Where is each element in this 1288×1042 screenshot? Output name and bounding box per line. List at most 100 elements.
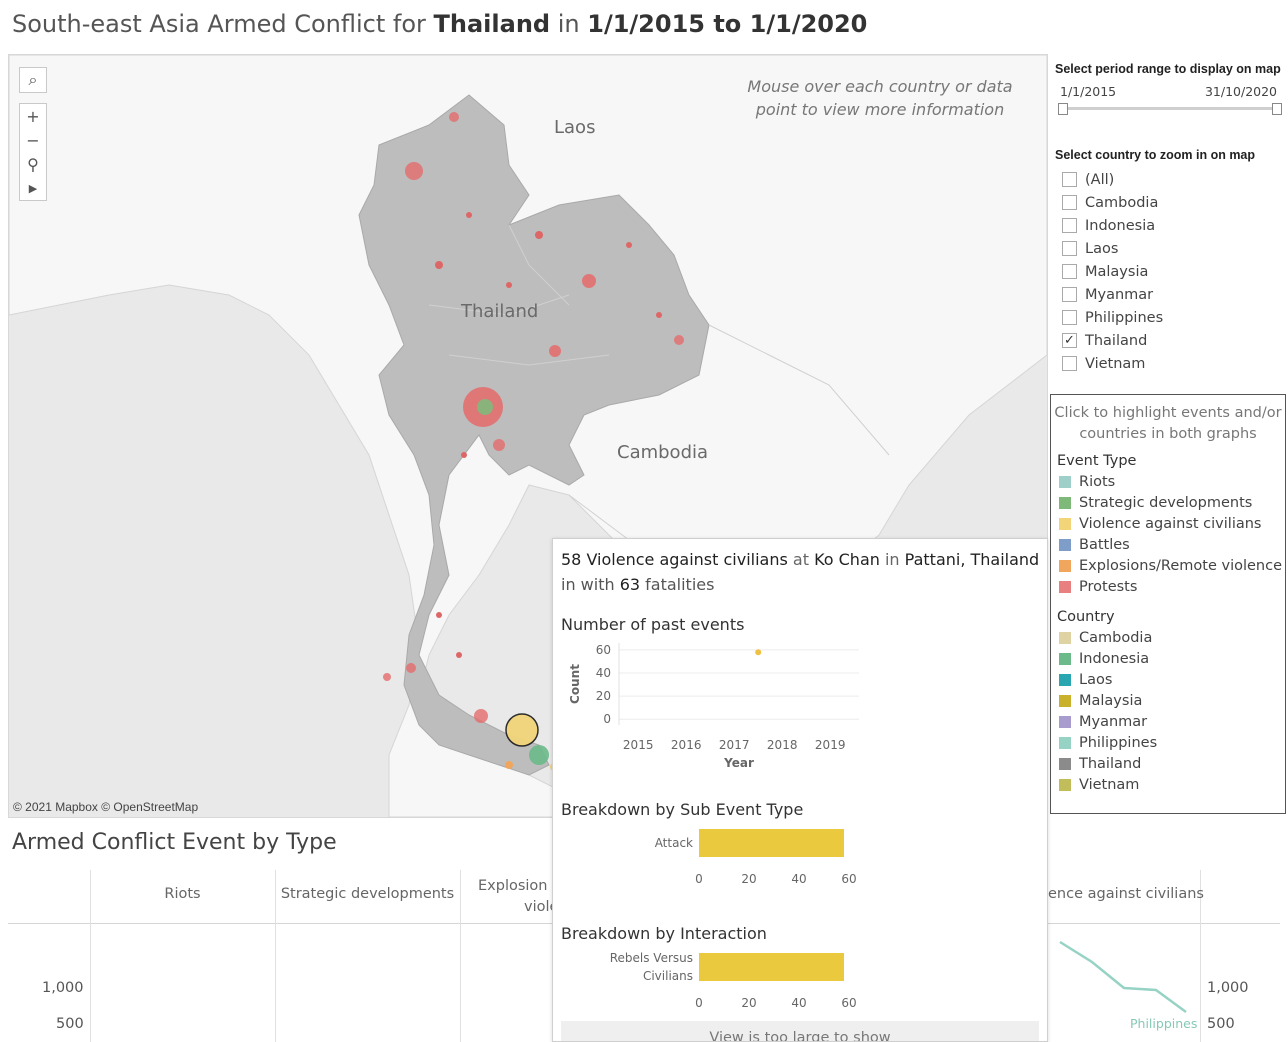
y-tick-label: 0: [603, 712, 611, 726]
x-tick-label: 0: [695, 872, 703, 886]
map-attribution[interactable]: © 2021 Mapbox © OpenStreetMap: [13, 800, 199, 814]
tooltip-location: Ko Chan: [814, 550, 880, 569]
philippines-line-chart[interactable]: [1048, 930, 1198, 1040]
checkbox-icon[interactable]: [1062, 195, 1077, 210]
title-prefix: South-east Asia Armed Conflict for: [12, 10, 434, 38]
legend-item[interactable]: Malaysia: [1059, 690, 1285, 711]
event-points[interactable]: [383, 112, 684, 771]
event-point-small-4: [656, 312, 662, 318]
slider-track[interactable]: [1062, 107, 1278, 110]
country-option[interactable]: Cambodia: [1052, 191, 1288, 214]
legend-item[interactable]: Vietnam: [1059, 774, 1285, 795]
country-option-label: Myanmar: [1085, 286, 1154, 303]
slider-handle-end[interactable]: [1272, 103, 1282, 115]
country-option-label: Philippines: [1085, 309, 1164, 326]
conflict-map[interactable]: Laos Thailand Cambodia: [8, 54, 1048, 818]
legend-swatch: [1059, 559, 1071, 572]
legend-label: Battles: [1079, 536, 1130, 553]
search-icon[interactable]: ⌕: [28, 70, 38, 89]
legend-item[interactable]: Protests: [1059, 576, 1285, 597]
col-header-strategic[interactable]: Strategic developments: [280, 886, 455, 902]
x-tick-label: 2016: [671, 738, 702, 752]
legend-item[interactable]: Myanmar: [1059, 711, 1285, 732]
title-range: 1/1/2015 to 1/1/2020: [587, 10, 868, 38]
country-option[interactable]: ✓ Thailand: [1052, 329, 1288, 352]
country-option[interactable]: Philippines: [1052, 306, 1288, 329]
checkbox-checked-icon[interactable]: ✓: [1062, 333, 1077, 348]
event-point-small-3: [535, 231, 543, 239]
tooltip-in: in: [879, 550, 905, 569]
legend-item[interactable]: Violence against civilians: [1059, 513, 1285, 534]
pin-icon[interactable]: ⚲: [27, 154, 39, 174]
legend-item[interactable]: Philippines: [1059, 732, 1285, 753]
country-option[interactable]: Laos: [1052, 237, 1288, 260]
x-tick-label: 60: [841, 872, 856, 886]
thailand-region: [358, 94, 710, 776]
y-tick-label: 60: [596, 643, 611, 657]
slider-handle-start[interactable]: [1058, 103, 1068, 115]
zoom-out-icon[interactable]: −: [26, 130, 40, 150]
scatter-point[interactable]: [755, 649, 762, 656]
col-header-violence[interactable]: ence against civilians: [1048, 886, 1204, 902]
country-option[interactable]: Malaysia: [1052, 260, 1288, 283]
event-point-south-2: [474, 709, 488, 723]
filter-panel: Select period range to display on map 1/…: [1052, 54, 1288, 375]
country-option[interactable]: Vietnam: [1052, 352, 1288, 375]
country-option[interactable]: Indonesia: [1052, 214, 1288, 237]
legend-item[interactable]: Laos: [1059, 669, 1285, 690]
legend-item[interactable]: Thailand: [1059, 753, 1285, 774]
legend-item[interactable]: Riots: [1059, 471, 1285, 492]
event-point-small-6: [506, 282, 512, 288]
checkbox-icon[interactable]: [1062, 264, 1077, 279]
checkbox-icon[interactable]: [1062, 172, 1077, 187]
y-tick-label: 20: [596, 689, 611, 703]
past-events-chart[interactable]: 0 20 40 60 2015 2016 2017 2018 2019 Year Count: [553, 635, 1048, 785]
legend-label: Strategic developments: [1079, 494, 1253, 511]
checkbox-icon[interactable]: [1062, 310, 1077, 325]
country-option-label: Cambodia: [1085, 194, 1159, 211]
map-hint: Mouse over each country or data point to…: [747, 77, 1013, 119]
country-filter-heading: Select country to zoom in on map: [1055, 148, 1256, 162]
country-option-label: Laos: [1085, 240, 1119, 257]
x-tick-label: 40: [791, 872, 806, 886]
checkbox-icon[interactable]: [1062, 287, 1077, 302]
y-tick-label: 40: [596, 666, 611, 680]
event-type-chart[interactable]: Riots Strategic developments Explosion v…: [8, 870, 1280, 1042]
period-heading: Select period range to display on map: [1055, 62, 1281, 76]
legend-label: Protests: [1079, 578, 1138, 595]
col-header-explosions-2[interactable]: viole: [524, 899, 559, 915]
map-label-thailand: Thailand: [460, 301, 538, 322]
tooltip-event-type: Violence against civilians: [586, 550, 788, 569]
bar[interactable]: [699, 953, 844, 981]
x-tick-label: 2018: [767, 738, 798, 752]
col-header-riots[interactable]: Riots: [164, 886, 201, 902]
legend-swatch: [1059, 631, 1071, 644]
legend-item[interactable]: Strategic developments: [1059, 492, 1285, 513]
col-header-explosions-1[interactable]: Explosion: [478, 878, 548, 894]
zoom-in-icon[interactable]: +: [26, 106, 40, 126]
checkbox-icon[interactable]: [1062, 356, 1077, 371]
play-icon[interactable]: ▶: [28, 181, 38, 195]
event-point-selected: [505, 713, 539, 747]
legend-item[interactable]: Explosions/Remote violence: [1059, 555, 1285, 576]
legend-item[interactable]: Battles: [1059, 534, 1285, 555]
country-option[interactable]: Myanmar: [1052, 283, 1288, 306]
tooltip-line2-prefix: in with: [561, 575, 620, 594]
map-canvas[interactable]: Laos Thailand Cambodia: [9, 55, 1047, 817]
period-slider[interactable]: Select period range to display on map 1/…: [1052, 54, 1288, 115]
tooltip-at: at: [787, 550, 815, 569]
event-point-ubon: [674, 335, 684, 345]
sub-event-chart[interactable]: Attack 0 20 40 60: [553, 821, 1048, 891]
legend-item[interactable]: Indonesia: [1059, 648, 1285, 669]
bar-category-label: Attack: [655, 836, 693, 850]
col-divider: [90, 870, 91, 1042]
map-search-control[interactable]: ⌕: [19, 67, 47, 93]
bar[interactable]: [699, 829, 844, 857]
checkbox-icon[interactable]: [1062, 218, 1077, 233]
x-tick-label: 60: [841, 996, 856, 1010]
event-point-small-5: [435, 261, 443, 269]
checkbox-icon[interactable]: [1062, 241, 1077, 256]
country-option[interactable]: (All): [1052, 168, 1288, 191]
legend-item[interactable]: Cambodia: [1059, 627, 1285, 648]
